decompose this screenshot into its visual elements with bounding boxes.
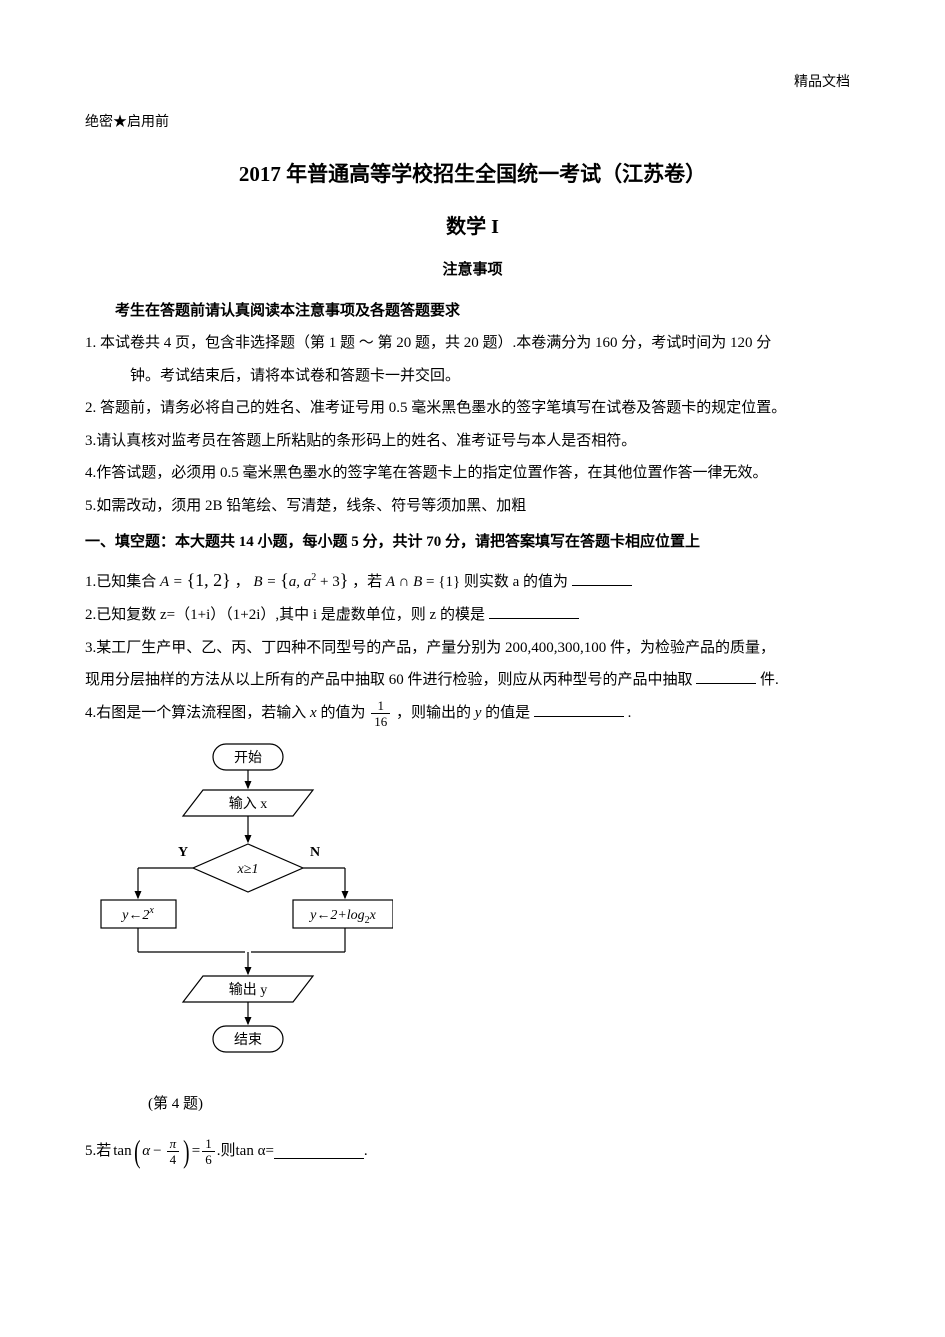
q4-var-x: x <box>310 705 317 721</box>
notice-item-3: 3.请认真核对监考员在答题上所粘贴的条形码上的姓名、准考证号与本人是否相符。 <box>85 427 860 456</box>
section-1-header: 一、填空题：本大题共 14 小题，每小题 5 分，共计 70 分，请把答案填写在… <box>85 528 860 557</box>
flowchart-figure: 开始 输入 x x≥1 Y N y←2x <box>93 738 860 1119</box>
exam-title: 2017 年普通高等学校招生全国统一考试（江苏卷） <box>85 155 860 195</box>
q2-blank <box>489 603 579 619</box>
classification-label: 绝密★启用前 <box>85 110 860 137</box>
notice-item-4: 4.作答试题，必须用 0.5 毫米黑色墨水的签字笔在答题卡上的指定位置作答，在其… <box>85 459 860 488</box>
q4-pre: 4.右图是一个算法流程图，若输入 <box>85 705 310 721</box>
flowchart-output-text: 输出 y <box>229 982 268 998</box>
q1-B-inner2: + 3 <box>316 574 339 590</box>
q3-text-b: 件. <box>760 672 779 688</box>
question-3-line2: 现用分层抽样的方法从以上所有的产品中抽取 60 件进行检验，则应从丙种型号的产品… <box>85 666 860 695</box>
flowchart-svg: 开始 输入 x x≥1 Y N y←2x <box>93 738 393 1078</box>
q4-period: . <box>628 705 632 721</box>
q2-text: 2.已知复数 z=（1+i）（1+2i）,其中 i 是虚数单位，则 z 的模是 <box>85 607 485 623</box>
question-2: 2.已知复数 z=（1+i）（1+2i）,其中 i 是虚数单位，则 z 的模是 <box>85 601 860 630</box>
notice-item-5: 5.如需改动，须用 2B 铅笔绘、写清楚，线条、符号等须加黑、加粗 <box>85 492 860 521</box>
flowchart-yes-label: Y <box>178 845 188 860</box>
q5-minus: − <box>153 1137 161 1166</box>
watermark-label: 精品文档 <box>794 70 850 97</box>
q1-B-close: } <box>340 570 349 590</box>
flowchart-decision-text: x≥1 <box>237 862 259 877</box>
q4-var-y: y <box>475 705 482 721</box>
q5-alpha: α <box>142 1137 150 1166</box>
q1-comma: ， <box>235 574 254 590</box>
q5-pi: π <box>170 1136 177 1151</box>
q5-eq: = <box>192 1137 200 1166</box>
q1-text-pre: 1.已知集合 <box>85 574 160 590</box>
q1-A-eq: A = <box>160 574 187 590</box>
q3-text-a: 现用分层抽样的方法从以上所有的产品中抽取 60 件进行检验，则应从丙种型号的产品… <box>85 672 693 688</box>
document-page: 精品文档 绝密★启用前 2017 年普通高等学校招生全国统一考试（江苏卷） 数学… <box>0 0 945 1337</box>
q5-paren-open-icon: ( <box>134 1142 140 1161</box>
q1-blank <box>572 570 632 586</box>
q5-blank <box>274 1143 364 1159</box>
q5-paren-close-icon: ) <box>183 1142 189 1161</box>
q4-post2: 的值是 <box>485 705 530 721</box>
q1-B-open: { <box>280 570 289 590</box>
q4-frac-den: 16 <box>371 714 390 728</box>
q5-num: 1 <box>202 1137 215 1152</box>
q5-four: 4 <box>167 1152 180 1166</box>
flowchart-caption: (第 4 题) <box>148 1090 860 1119</box>
flowchart-input-text: 输入 x <box>229 796 268 812</box>
notice-heading: 注意事项 <box>85 256 860 285</box>
q4-fraction: 1 16 <box>371 699 390 728</box>
q1-post: 则实数 a 的值为 <box>464 574 568 590</box>
q4-frac-num: 1 <box>371 699 390 714</box>
question-4: 4.右图是一个算法流程图，若输入 x 的值为 1 16 ，则输出的 y 的值是 … <box>85 699 860 728</box>
flowchart-left-text: y←2x <box>120 905 154 923</box>
q1-B-eq: B = <box>253 574 280 590</box>
subject-title: 数学 I <box>85 208 860 246</box>
q1-mid: ，若 <box>352 574 386 590</box>
q1-A-set: {1, 2} <box>187 570 231 590</box>
q5-period: . <box>364 1137 368 1166</box>
q1-eq: = {1} <box>426 574 464 590</box>
q5-eq2: = <box>265 1137 273 1166</box>
q4-mid: 的值为 <box>320 705 369 721</box>
q1-B-inner1: a, a <box>289 574 312 590</box>
notice-item-1b: 钟。考试结束后，请将本试卷和答题卡一并交回。 <box>85 362 860 391</box>
q1-AIB: A ∩ B <box>386 574 422 590</box>
q5-frac-16: 1 6 <box>202 1137 215 1166</box>
notice-item-1a: 1. 本试卷共 4 页，包含非选择题（第 1 题 ～ 第 20 题，共 20 题… <box>85 329 860 358</box>
q5-pre: 5.若 <box>85 1137 111 1166</box>
flowchart-no-label: N <box>310 845 320 860</box>
q5-den: 6 <box>202 1152 215 1166</box>
flowchart-end-text: 结束 <box>234 1032 262 1048</box>
question-1: 1.已知集合 A = {1, 2} ， B = {a, a2 + 3} ，若 A… <box>85 563 860 597</box>
notice-lead: 考生在答题前请认真阅读本注意事项及各题答题要求 <box>85 297 860 326</box>
q4-post1: ，则输出的 <box>396 705 475 721</box>
flowchart-start-text: 开始 <box>234 750 262 766</box>
q3-blank <box>696 668 756 684</box>
question-5: 5.若 tan ( α − π 4 ) = 1 6 .则 tan α = . <box>85 1137 860 1166</box>
q5-mid: .则 <box>217 1137 236 1166</box>
notice-item-2: 2. 答题前，请务必将自己的姓名、准考证号用 0.5 毫米黑色墨水的签字笔填写在… <box>85 394 860 423</box>
q4-blank <box>534 701 624 717</box>
question-3-line1: 3.某工厂生产甲、乙、丙、丁四种不同型号的产品，产量分别为 200,400,30… <box>85 634 860 663</box>
q5-tan-alpha: tan α <box>236 1137 266 1166</box>
q5-tan: tan <box>113 1137 131 1166</box>
q5-frac-pi4: π 4 <box>167 1137 180 1166</box>
